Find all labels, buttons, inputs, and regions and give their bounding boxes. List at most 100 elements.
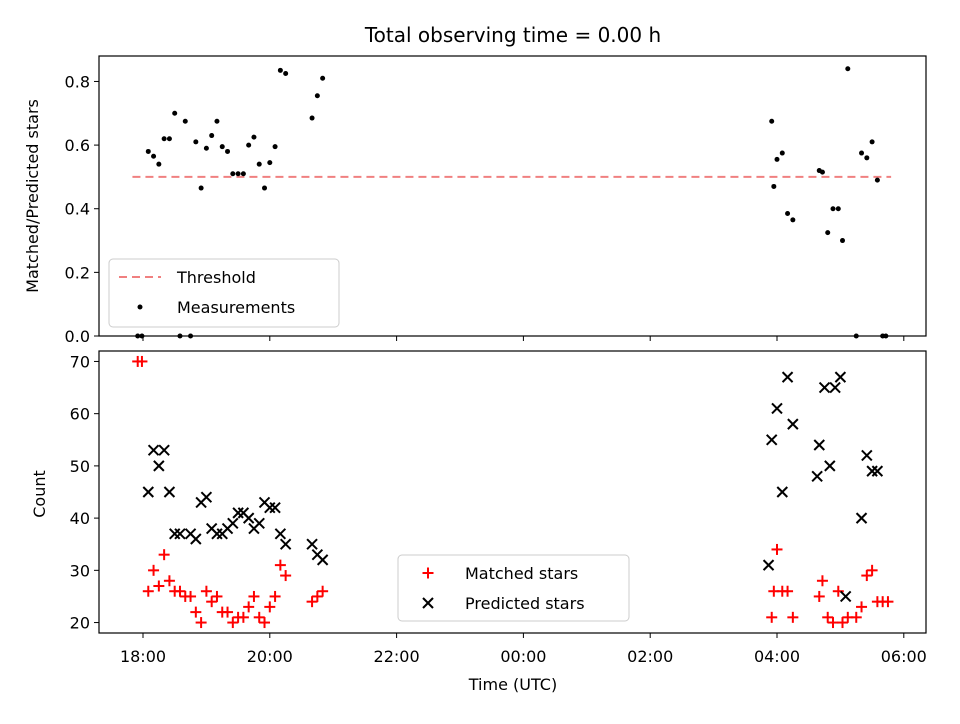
- matched-star-point: [861, 570, 873, 582]
- predicted-star-point: [147, 444, 160, 456]
- predicted-star-point: [153, 460, 165, 472]
- matched-star-point: [259, 617, 271, 629]
- matched-star-point: [190, 606, 202, 618]
- measurement-point: [235, 171, 241, 177]
- top-legend-box: [108, 258, 340, 328]
- matched-stars-legend-swatch: [422, 567, 434, 579]
- predicted-legend-marker: [422, 597, 434, 609]
- x-axis-label: Time (UTC): [468, 675, 557, 694]
- matched-star-point: [136, 355, 148, 367]
- measurement-point: [246, 142, 252, 148]
- matched-star-point: [200, 585, 212, 597]
- predicted-star-point: [274, 528, 287, 540]
- predicted-star-point: [871, 465, 884, 477]
- measurement-point: [825, 230, 831, 236]
- predicted-star-point: [861, 449, 873, 462]
- measurement-point: [161, 136, 167, 142]
- measurement-point: [314, 93, 320, 99]
- measurement-point: [830, 206, 836, 212]
- y-tick-label: 30: [70, 561, 90, 580]
- measurement-point: [835, 206, 841, 212]
- measurement-point: [256, 161, 262, 167]
- top-y-ticks: 0.0 0.2 0.4 0.6 0.8: [65, 72, 99, 346]
- matched-star-point: [813, 590, 825, 602]
- measurement-point: [267, 160, 273, 166]
- predicted-star-point: [855, 512, 868, 524]
- x-tick-label: 02:00: [627, 647, 673, 666]
- measurement-point: [193, 139, 199, 145]
- predicted-star-point: [316, 554, 329, 566]
- predicted-star-point: [158, 444, 170, 456]
- matched-star-point: [816, 575, 828, 587]
- y-tick-label: 0.2: [65, 263, 90, 282]
- bottom-y-axis-label: Count: [30, 470, 49, 518]
- measurement-point: [172, 110, 178, 116]
- matched-star-point: [195, 617, 207, 629]
- measurement-point: [840, 238, 846, 244]
- matched-star-point: [856, 601, 868, 613]
- top-legend-label-threshold: Threshold: [176, 268, 256, 287]
- predicted-star-point: [811, 470, 823, 483]
- matched-star-point: [850, 611, 862, 623]
- measurement-point: [864, 155, 870, 161]
- matched-star-point: [264, 601, 276, 613]
- measurement-point: [151, 153, 157, 159]
- x-tick-label: 22:00: [374, 647, 420, 666]
- top-axes-frame: [98, 55, 927, 337]
- measurement-point: [230, 171, 236, 177]
- predicted-star-point: [163, 486, 176, 498]
- predicted-star-point: [776, 486, 788, 498]
- predicted-star-point: [762, 559, 775, 571]
- matched-star-point: [306, 596, 318, 608]
- bottom-plot-area: [132, 355, 894, 629]
- predicted-star-point: [190, 533, 202, 545]
- x-tick-label: 04:00: [754, 647, 800, 666]
- measurement-point: [198, 185, 204, 191]
- y-tick-label: 0.4: [65, 200, 90, 219]
- predicted-star-point: [824, 460, 836, 472]
- measurement-point: [277, 67, 283, 73]
- measurement-point: [845, 66, 851, 72]
- matched-star-point: [142, 585, 154, 597]
- y-tick-label: 50: [70, 457, 90, 476]
- predicted-star-point: [813, 439, 825, 451]
- matched-star-point: [882, 596, 894, 608]
- predicted-stars-legend-swatch: [422, 597, 434, 609]
- matched-star-point: [822, 611, 834, 623]
- measurement-point: [859, 150, 865, 156]
- matched-star-point: [185, 590, 197, 602]
- y-tick-label: 60: [70, 405, 90, 424]
- measurement-point: [819, 169, 825, 175]
- predicted-star-point: [829, 381, 841, 394]
- measurement-point: [182, 118, 188, 124]
- matched-star-point: [206, 596, 218, 608]
- matched-star-point: [832, 585, 844, 597]
- measurement-point: [251, 134, 257, 140]
- predicted-star-point: [279, 538, 292, 550]
- figure-title: Total observing time = 0.00 h: [364, 23, 661, 47]
- top-y-axis-label: Matched/Predicted stars: [23, 99, 42, 293]
- predicted-star-point: [242, 512, 255, 524]
- top-axes: 0.00.20.40.60.8 Matched/Predicted stars …: [23, 55, 927, 346]
- predicted-star-point: [200, 491, 213, 503]
- measurement-point: [874, 177, 880, 183]
- predicted-star-point: [787, 418, 799, 430]
- predicted-star-point: [269, 501, 281, 514]
- measurement-point: [225, 148, 231, 154]
- matched-star-point: [766, 611, 778, 623]
- x-tick-label: 18:00: [120, 647, 166, 666]
- y-tick-label: 0.6: [65, 136, 90, 155]
- predicted-star-point: [771, 402, 783, 415]
- predicted-star-point: [142, 486, 154, 498]
- measurement-point: [774, 156, 780, 162]
- bottom-x-ticks: 18:00 20:00 22:00 00:00 02:00 04:00 06:00: [120, 633, 927, 666]
- measurement-point: [272, 144, 278, 150]
- x-tick-label: 20:00: [247, 647, 293, 666]
- matched-star-point: [148, 564, 160, 576]
- x-tick-label: 06:00: [881, 647, 927, 666]
- matched-star-point: [153, 580, 165, 592]
- matched-star-point: [222, 606, 234, 618]
- matched-star-point: [253, 611, 265, 623]
- matched-star-point: [311, 590, 323, 602]
